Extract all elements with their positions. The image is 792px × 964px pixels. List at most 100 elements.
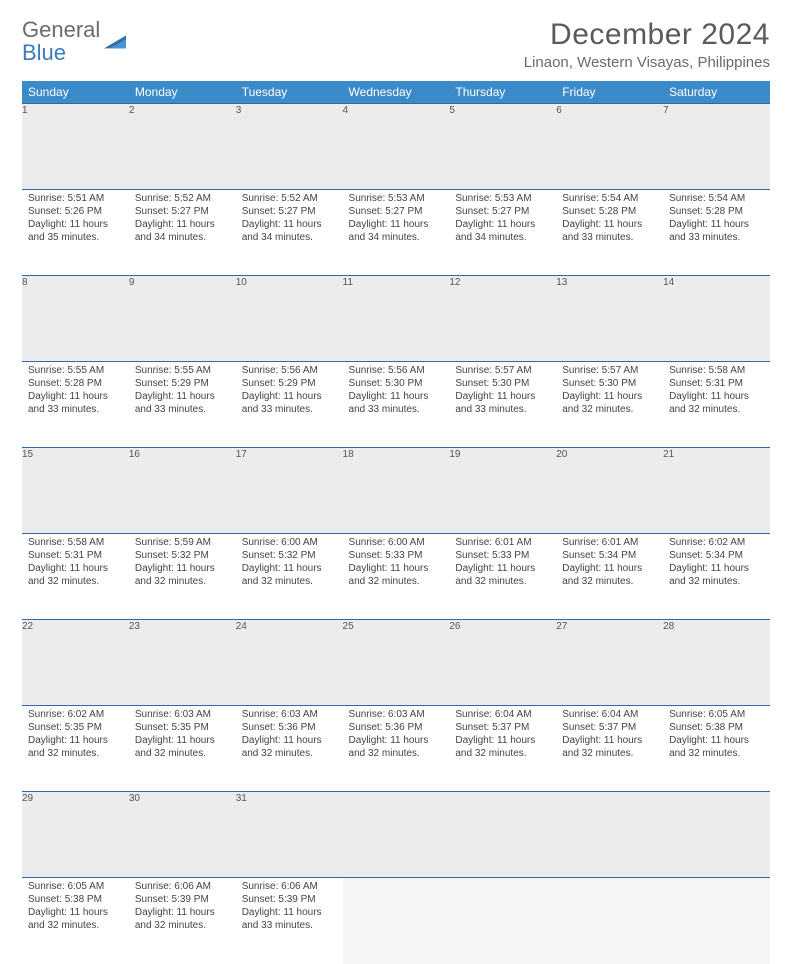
header: General Blue December 2024 Linaon, Weste…: [22, 18, 770, 71]
day-cell: Sunrise: 6:05 AMSunset: 5:38 PMDaylight:…: [663, 706, 770, 792]
day-details: Sunrise: 5:57 AMSunset: 5:30 PMDaylight:…: [449, 362, 556, 420]
week-body-row: Sunrise: 6:05 AMSunset: 5:38 PMDaylight:…: [22, 878, 770, 964]
week-number-row: 15161718192021: [22, 448, 770, 534]
day-number: 25: [343, 620, 450, 706]
day-details: Sunrise: 5:58 AMSunset: 5:31 PMDaylight:…: [22, 534, 129, 592]
day-number: 20: [556, 448, 663, 534]
day-cell: Sunrise: 5:55 AMSunset: 5:28 PMDaylight:…: [22, 362, 129, 448]
day-details: Sunrise: 6:06 AMSunset: 5:39 PMDaylight:…: [236, 878, 343, 936]
day-details: Sunrise: 5:51 AMSunset: 5:26 PMDaylight:…: [22, 190, 129, 248]
day-number: 24: [236, 620, 343, 706]
day-cell: Sunrise: 6:06 AMSunset: 5:39 PMDaylight:…: [129, 878, 236, 964]
day-details: Sunrise: 5:58 AMSunset: 5:31 PMDaylight:…: [663, 362, 770, 420]
week-number-row: 293031: [22, 792, 770, 878]
brand-logo: General Blue: [22, 18, 126, 64]
day-cell: Sunrise: 5:52 AMSunset: 5:27 PMDaylight:…: [236, 190, 343, 276]
week-body-row: Sunrise: 5:55 AMSunset: 5:28 PMDaylight:…: [22, 362, 770, 448]
day-details: Sunrise: 5:57 AMSunset: 5:30 PMDaylight:…: [556, 362, 663, 420]
day-number: [449, 792, 556, 878]
day-details: Sunrise: 5:53 AMSunset: 5:27 PMDaylight:…: [343, 190, 450, 248]
day-details: Sunrise: 6:06 AMSunset: 5:39 PMDaylight:…: [129, 878, 236, 936]
day-cell: Sunrise: 5:54 AMSunset: 5:28 PMDaylight:…: [556, 190, 663, 276]
day-cell: Sunrise: 6:03 AMSunset: 5:36 PMDaylight:…: [343, 706, 450, 792]
day-cell: Sunrise: 5:54 AMSunset: 5:28 PMDaylight:…: [663, 190, 770, 276]
day-details: Sunrise: 5:56 AMSunset: 5:29 PMDaylight:…: [236, 362, 343, 420]
day-header: Friday: [556, 81, 663, 104]
day-cell: Sunrise: 6:04 AMSunset: 5:37 PMDaylight:…: [556, 706, 663, 792]
day-cell: Sunrise: 5:58 AMSunset: 5:31 PMDaylight:…: [22, 534, 129, 620]
day-number: 8: [22, 276, 129, 362]
day-details: Sunrise: 5:52 AMSunset: 5:27 PMDaylight:…: [129, 190, 236, 248]
day-number: 21: [663, 448, 770, 534]
day-number: 9: [129, 276, 236, 362]
day-details: Sunrise: 6:01 AMSunset: 5:34 PMDaylight:…: [556, 534, 663, 592]
day-header: Monday: [129, 81, 236, 104]
day-number: 29: [22, 792, 129, 878]
day-cell: Sunrise: 6:02 AMSunset: 5:34 PMDaylight:…: [663, 534, 770, 620]
day-number: 28: [663, 620, 770, 706]
day-cell: Sunrise: 6:03 AMSunset: 5:35 PMDaylight:…: [129, 706, 236, 792]
day-header-row: SundayMondayTuesdayWednesdayThursdayFrid…: [22, 81, 770, 104]
day-cell: Sunrise: 5:56 AMSunset: 5:30 PMDaylight:…: [343, 362, 450, 448]
day-cell: [556, 878, 663, 964]
day-details: Sunrise: 5:52 AMSunset: 5:27 PMDaylight:…: [236, 190, 343, 248]
calendar-table: SundayMondayTuesdayWednesdayThursdayFrid…: [22, 81, 770, 964]
week-number-row: 22232425262728: [22, 620, 770, 706]
day-details: Sunrise: 6:00 AMSunset: 5:32 PMDaylight:…: [236, 534, 343, 592]
day-number: 18: [343, 448, 450, 534]
day-details: Sunrise: 6:00 AMSunset: 5:33 PMDaylight:…: [343, 534, 450, 592]
day-number: 3: [236, 104, 343, 190]
day-number: 17: [236, 448, 343, 534]
day-cell: Sunrise: 6:04 AMSunset: 5:37 PMDaylight:…: [449, 706, 556, 792]
day-number: 15: [22, 448, 129, 534]
day-number: 16: [129, 448, 236, 534]
day-number: 14: [663, 276, 770, 362]
week-body-row: Sunrise: 5:58 AMSunset: 5:31 PMDaylight:…: [22, 534, 770, 620]
week-body-row: Sunrise: 5:51 AMSunset: 5:26 PMDaylight:…: [22, 190, 770, 276]
day-cell: Sunrise: 6:02 AMSunset: 5:35 PMDaylight:…: [22, 706, 129, 792]
day-number: 31: [236, 792, 343, 878]
day-details: Sunrise: 6:05 AMSunset: 5:38 PMDaylight:…: [22, 878, 129, 936]
day-number: 26: [449, 620, 556, 706]
day-cell: Sunrise: 5:57 AMSunset: 5:30 PMDaylight:…: [449, 362, 556, 448]
day-cell: Sunrise: 6:00 AMSunset: 5:33 PMDaylight:…: [343, 534, 450, 620]
day-header: Sunday: [22, 81, 129, 104]
day-details: Sunrise: 5:56 AMSunset: 5:30 PMDaylight:…: [343, 362, 450, 420]
day-cell: Sunrise: 5:57 AMSunset: 5:30 PMDaylight:…: [556, 362, 663, 448]
day-cell: [663, 878, 770, 964]
day-header: Thursday: [449, 81, 556, 104]
day-details: Sunrise: 6:03 AMSunset: 5:36 PMDaylight:…: [236, 706, 343, 764]
day-details: Sunrise: 5:54 AMSunset: 5:28 PMDaylight:…: [556, 190, 663, 248]
day-details: Sunrise: 5:54 AMSunset: 5:28 PMDaylight:…: [663, 190, 770, 248]
day-number: 19: [449, 448, 556, 534]
day-cell: Sunrise: 6:01 AMSunset: 5:33 PMDaylight:…: [449, 534, 556, 620]
day-details: Sunrise: 6:03 AMSunset: 5:36 PMDaylight:…: [343, 706, 450, 764]
month-title: December 2024: [524, 18, 770, 52]
brand-text: General Blue: [22, 18, 100, 64]
day-details: Sunrise: 6:01 AMSunset: 5:33 PMDaylight:…: [449, 534, 556, 592]
day-details: Sunrise: 5:55 AMSunset: 5:28 PMDaylight:…: [22, 362, 129, 420]
day-number: 12: [449, 276, 556, 362]
day-number: [343, 792, 450, 878]
title-block: December 2024 Linaon, Western Visayas, P…: [524, 18, 770, 71]
week-body-row: Sunrise: 6:02 AMSunset: 5:35 PMDaylight:…: [22, 706, 770, 792]
day-number: 4: [343, 104, 450, 190]
day-number: 7: [663, 104, 770, 190]
day-cell: Sunrise: 5:58 AMSunset: 5:31 PMDaylight:…: [663, 362, 770, 448]
day-number: 27: [556, 620, 663, 706]
day-number: 30: [129, 792, 236, 878]
day-cell: Sunrise: 6:00 AMSunset: 5:32 PMDaylight:…: [236, 534, 343, 620]
day-cell: [343, 878, 450, 964]
day-cell: Sunrise: 6:06 AMSunset: 5:39 PMDaylight:…: [236, 878, 343, 964]
day-header: Tuesday: [236, 81, 343, 104]
day-cell: Sunrise: 5:53 AMSunset: 5:27 PMDaylight:…: [343, 190, 450, 276]
day-cell: Sunrise: 5:53 AMSunset: 5:27 PMDaylight:…: [449, 190, 556, 276]
day-cell: Sunrise: 5:55 AMSunset: 5:29 PMDaylight:…: [129, 362, 236, 448]
day-cell: Sunrise: 6:05 AMSunset: 5:38 PMDaylight:…: [22, 878, 129, 964]
day-cell: Sunrise: 5:56 AMSunset: 5:29 PMDaylight:…: [236, 362, 343, 448]
day-number: 22: [22, 620, 129, 706]
day-header: Saturday: [663, 81, 770, 104]
day-number: 11: [343, 276, 450, 362]
day-cell: Sunrise: 5:51 AMSunset: 5:26 PMDaylight:…: [22, 190, 129, 276]
day-number: 10: [236, 276, 343, 362]
